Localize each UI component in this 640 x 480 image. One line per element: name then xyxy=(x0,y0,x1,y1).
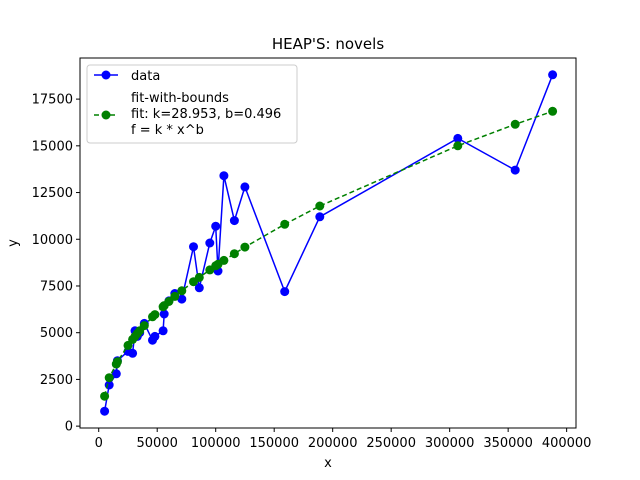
series-fit-point xyxy=(453,141,463,151)
series-data-point xyxy=(229,216,239,226)
y-tick-label: 0 xyxy=(65,420,73,435)
series-fit-point xyxy=(177,286,187,296)
series-data-point xyxy=(453,133,463,143)
series-fit-point xyxy=(104,373,114,383)
y-tick-label: 7500 xyxy=(40,279,73,294)
plot-frame xyxy=(79,57,577,429)
series-fit-point xyxy=(164,297,174,306)
legend-data-marker xyxy=(101,70,111,80)
y-tick-label: 17500 xyxy=(32,93,73,108)
x-tick-label: 300000 xyxy=(425,436,475,451)
series-fit-point xyxy=(280,219,290,229)
y-tick-label: 15000 xyxy=(32,139,73,154)
series-fit-point xyxy=(194,272,204,282)
x-axis-label: x xyxy=(324,456,332,471)
series-data-point xyxy=(189,242,198,252)
series-layer xyxy=(100,70,558,416)
series-data-point xyxy=(211,221,221,231)
legend-fit-label-line2: fit: k=28.953, b=0.496 xyxy=(131,107,281,122)
series-fit-point xyxy=(170,291,180,301)
series-data-point xyxy=(128,348,138,358)
y-axis: 0 2500 5000 7500 10000 12500 15000 17500 xyxy=(32,93,80,435)
series-data-point xyxy=(205,238,215,248)
series-data-point xyxy=(219,171,229,181)
x-tick-label: 0 xyxy=(95,436,103,451)
x-tick-label: 50000 xyxy=(137,436,178,451)
series-fit-point xyxy=(139,321,149,331)
series-fit xyxy=(100,106,558,401)
series-fit-point xyxy=(510,119,520,129)
series-data-point xyxy=(510,165,520,175)
x-tick-label: 250000 xyxy=(366,436,416,451)
legend-fit-marker xyxy=(101,110,111,120)
series-fit-point xyxy=(112,357,122,367)
x-tick-label: 150000 xyxy=(249,436,299,451)
chart-title: HEAP'S: novels xyxy=(272,35,384,53)
series-data-point xyxy=(280,287,290,297)
series-fit-point xyxy=(100,391,110,401)
series-fit-point xyxy=(548,106,558,116)
series-data-point xyxy=(548,70,558,80)
y-tick-label: 5000 xyxy=(40,326,73,341)
x-tick-label: 400000 xyxy=(542,436,592,451)
legend-fit-label-line1: fit-with-bounds xyxy=(131,91,229,106)
x-tick-label: 350000 xyxy=(483,436,533,451)
series-data-point xyxy=(240,182,250,192)
series-data-point xyxy=(194,283,204,293)
y-tick-label: 12500 xyxy=(32,186,73,201)
series-data-point xyxy=(177,294,187,304)
series-data-point xyxy=(159,309,169,319)
series-data-point xyxy=(150,331,160,341)
series-fit-point xyxy=(240,242,250,252)
series-data-point xyxy=(111,369,121,379)
series-fit-point xyxy=(229,249,239,259)
legend: data fit-with-bounds fit: k=28.953, b=0.… xyxy=(86,64,298,144)
legend-fit-label-line3: f = k * x^b xyxy=(131,123,204,138)
x-axis: 0 50000 100000 150000 200000 250000 300000 3500… xyxy=(95,428,592,451)
series-fit-point xyxy=(150,310,160,320)
legend-data-label: data xyxy=(131,69,160,84)
x-tick-label: 200000 xyxy=(308,436,358,451)
y-axis-label: y xyxy=(6,239,21,247)
series-fit-point xyxy=(219,255,229,265)
series-fit-point xyxy=(315,201,325,211)
y-tick-label: 10000 xyxy=(32,233,73,248)
series-data-point xyxy=(100,406,110,416)
series-data-point xyxy=(315,212,325,222)
x-tick-label: 100000 xyxy=(191,436,241,451)
legend-box xyxy=(86,64,298,144)
series-data-point xyxy=(158,326,168,336)
y-tick-label: 2500 xyxy=(40,373,73,388)
